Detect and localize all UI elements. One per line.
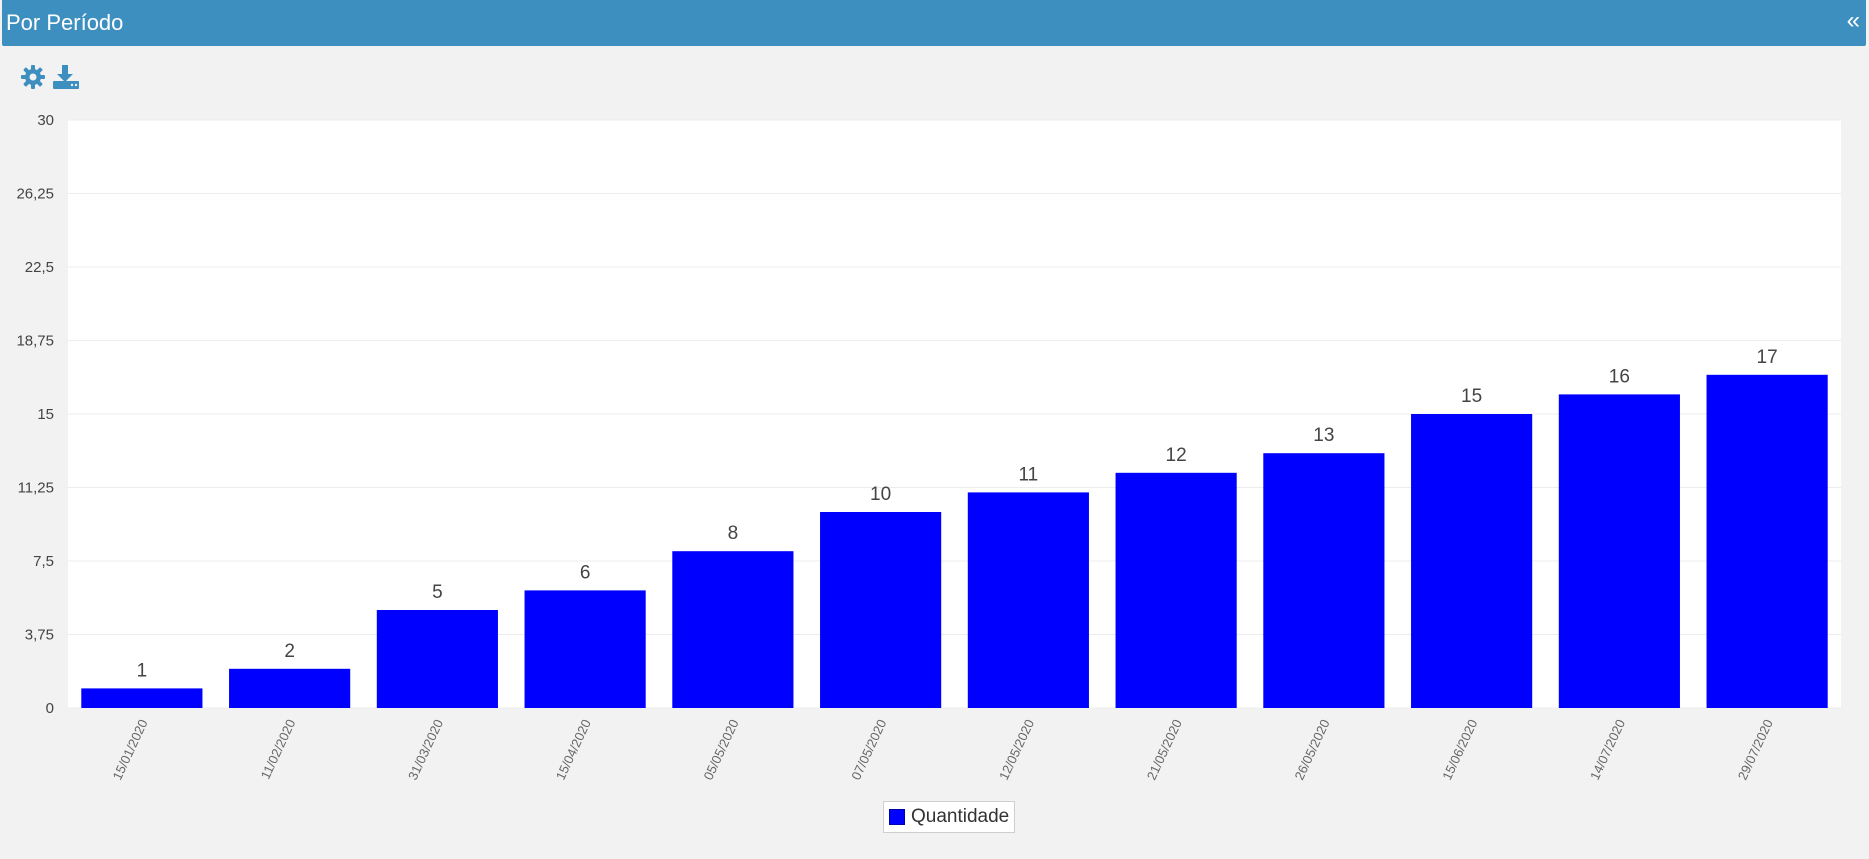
data-label: 1 (137, 660, 148, 681)
bar (1115, 472, 1237, 708)
x-tick-label: 12/05/2020 (996, 717, 1037, 782)
bar (81, 688, 203, 708)
bar (820, 512, 942, 708)
x-tick-label: 21/05/2020 (1144, 717, 1185, 782)
y-tick-label: 3,75 (25, 627, 54, 644)
bar (1558, 394, 1680, 708)
x-tick-label: 11/02/2020 (258, 717, 299, 781)
x-tick-label: 29/07/2020 (1735, 717, 1776, 782)
y-tick-label: 22,5 (25, 259, 54, 276)
download-button[interactable] (52, 64, 80, 92)
data-label: 8 (728, 523, 739, 544)
y-tick-label: 18,75 (16, 333, 54, 350)
data-label: 2 (284, 641, 295, 662)
bar (376, 610, 498, 708)
bar (1263, 453, 1385, 708)
x-tick-label: 14/07/2020 (1587, 717, 1628, 782)
bar (1411, 414, 1533, 708)
y-tick-label: 30 (37, 112, 54, 129)
data-label: 12 (1166, 445, 1187, 466)
y-tick-label: 11,25 (18, 480, 54, 497)
data-label: 13 (1313, 425, 1334, 446)
panel-header: Por Período « (2, 0, 1866, 46)
data-label: 17 (1757, 347, 1778, 368)
bar (672, 551, 794, 708)
data-label: 6 (580, 562, 591, 583)
x-tick-label: 05/05/2020 (700, 717, 741, 782)
bar (524, 590, 646, 708)
data-label: 11 (1019, 464, 1039, 485)
bar (967, 492, 1089, 708)
x-tick-label: 31/03/2020 (405, 717, 446, 782)
data-label: 5 (432, 582, 443, 603)
bar (229, 668, 351, 708)
y-tick-label: 26,25 (16, 186, 54, 203)
gear-icon (21, 65, 45, 89)
y-tick-label: 0 (46, 700, 54, 717)
x-tick-label: 15/06/2020 (1439, 717, 1480, 782)
legend-swatch (889, 809, 905, 825)
bar (1706, 374, 1828, 708)
legend-label-quantidade: Quantidade (911, 806, 1010, 827)
bar-chart: 0 3,75 7,5 11,25 15 18,75 22,5 26,25 30 1 15/01/20… (16, 112, 1841, 782)
chart-area: 0 3,75 7,5 11,25 15 18,75 22,5 26,25 30 1 15/01/20… (0, 100, 1869, 859)
x-tick-label: 07/05/2020 (848, 717, 889, 782)
data-label: 16 (1609, 366, 1630, 387)
data-label: 10 (870, 484, 891, 505)
panel-title: Por Período (6, 10, 124, 35)
x-tick-label: 15/01/2020 (109, 717, 150, 782)
y-tick-label: 7,5 (33, 553, 54, 570)
download-icon (53, 65, 79, 89)
x-tick-label: 15/04/2020 (553, 717, 594, 782)
x-tick-label: 26/05/2020 (1291, 717, 1332, 782)
y-tick-label: 15 (37, 406, 54, 423)
chart-legend[interactable]: Quantidade (883, 801, 1016, 833)
collapse-button[interactable]: « (1846, 7, 1860, 34)
data-label: 15 (1461, 386, 1482, 407)
settings-button[interactable] (20, 64, 48, 92)
